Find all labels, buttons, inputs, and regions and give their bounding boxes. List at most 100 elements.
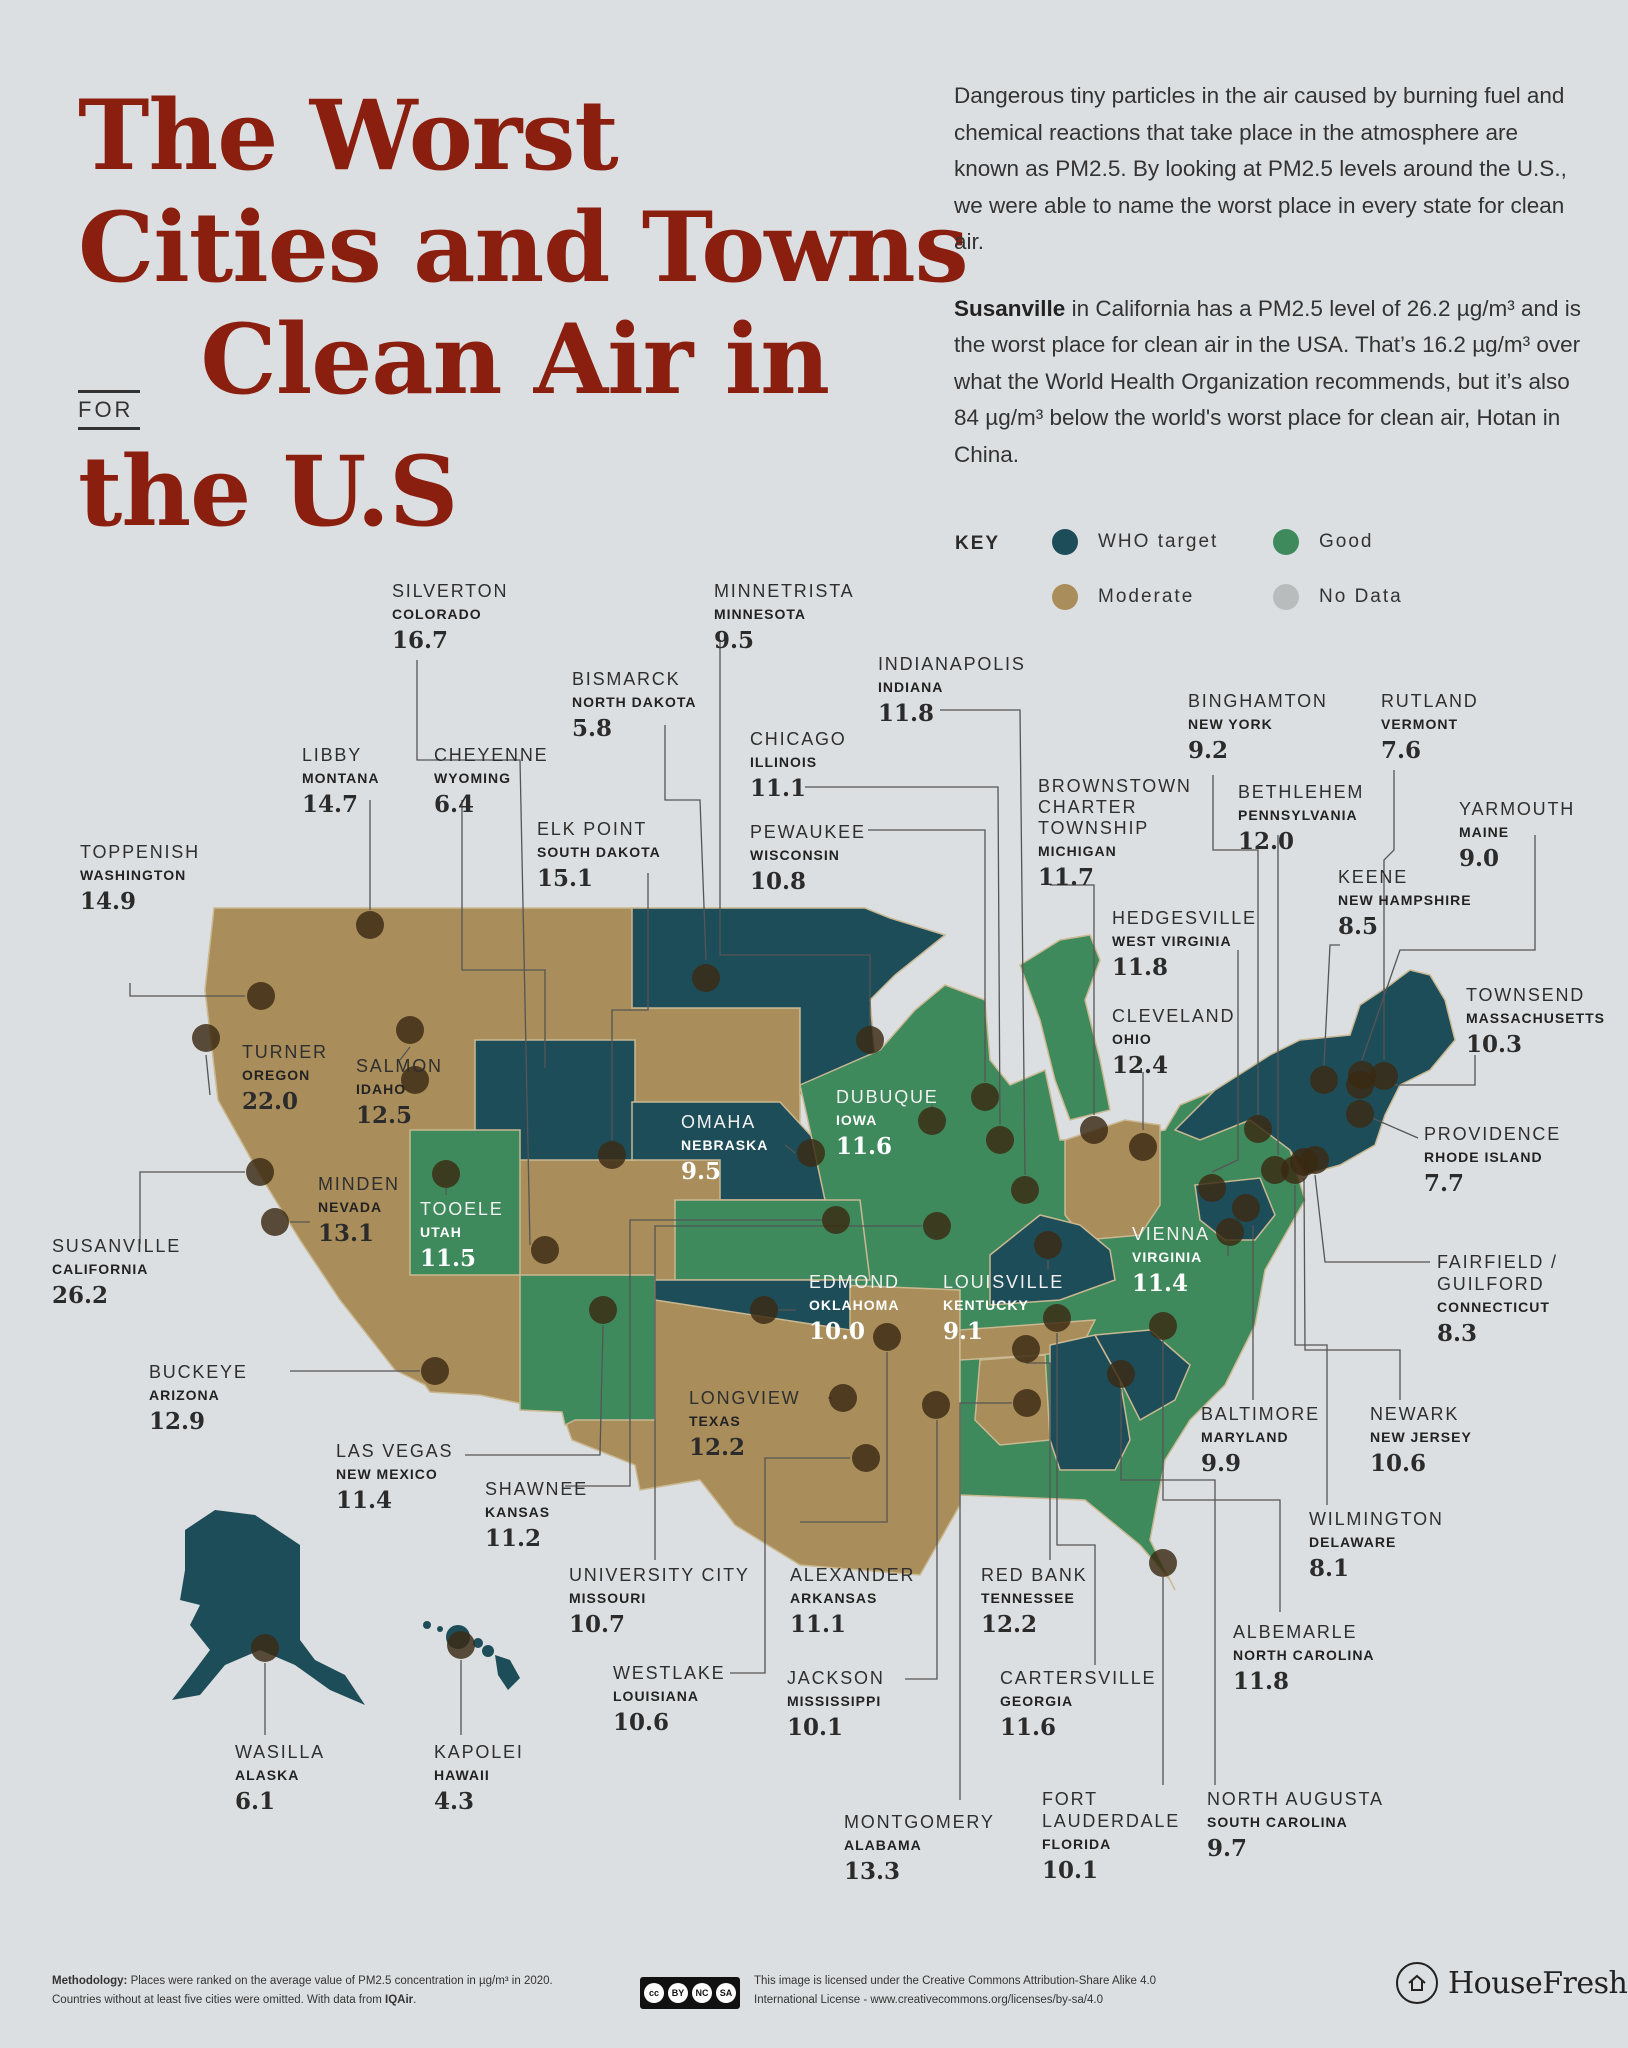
city-dot-cleveland[interactable] bbox=[1129, 1133, 1157, 1161]
city-dot-brownstown-charter-township[interactable] bbox=[1080, 1116, 1108, 1144]
city-dot-minden[interactable] bbox=[261, 1208, 289, 1236]
label-toppenish: TOPPENISH WASHINGTON 14.9 bbox=[80, 842, 200, 915]
label-keene: KEENE NEW HAMPSHIRE 8.5 bbox=[1338, 867, 1472, 940]
leader-lines bbox=[129, 640, 1536, 1800]
city-dot-turner[interactable] bbox=[192, 1024, 220, 1052]
label-wasilla: WASILLA ALASKA 6.1 bbox=[235, 1742, 325, 1815]
city-dot-westlake[interactable] bbox=[852, 1444, 880, 1472]
city-dot-bethlehem[interactable] bbox=[1261, 1156, 1289, 1184]
city-dot-montgomery[interactable] bbox=[1013, 1389, 1041, 1417]
moderate-swatch bbox=[1052, 584, 1078, 610]
label-wilmington: WILMINGTON DELAWARE 8.1 bbox=[1309, 1509, 1444, 1582]
title-line-2: Cities and Towns bbox=[78, 191, 969, 304]
city-dot-shawnee[interactable] bbox=[822, 1206, 850, 1234]
city-dot-university-city[interactable] bbox=[923, 1212, 951, 1240]
label-cheyenne: CHEYENNE WYOMING 6.4 bbox=[434, 745, 549, 818]
city-dot-bismarck[interactable] bbox=[692, 964, 720, 992]
leader-line-13 bbox=[1383, 770, 1395, 1060]
license-note: This image is licensed under the Creativ… bbox=[754, 1975, 1157, 2006]
label-rutland: RUTLAND VERMONT 7.6 bbox=[1381, 691, 1479, 764]
city-dot-buckeye[interactable] bbox=[421, 1357, 449, 1385]
intro-paragraph-2: Susanville in California has a PM2.5 lev… bbox=[954, 295, 1582, 467]
label-omaha: OMAHA NEBRASKA 9.5 bbox=[681, 1112, 769, 1185]
city-dot-minnetrista[interactable] bbox=[856, 1026, 884, 1054]
leader-line-1 bbox=[129, 983, 245, 997]
leader-line-40 bbox=[800, 1352, 888, 1523]
city-dot-libby[interactable] bbox=[356, 911, 384, 939]
label-red-bank: RED BANK TENNESSEE 12.2 bbox=[981, 1565, 1088, 1638]
housefresh-logo[interactable]: HouseFresh bbox=[1396, 1962, 1628, 2004]
leader-line-7 bbox=[719, 640, 871, 1025]
leader-line-23 bbox=[784, 1144, 796, 1154]
city-dot-dubuque[interactable] bbox=[918, 1107, 946, 1135]
leader-line-5 bbox=[611, 873, 649, 1140]
label-providence: PROVIDENCE RHODE ISLAND 7.7 bbox=[1424, 1124, 1562, 1197]
city-dot-silverton[interactable] bbox=[531, 1236, 559, 1264]
city-dot-albemarle[interactable] bbox=[1149, 1312, 1177, 1340]
label-edmond: EDMOND OKLAHOMA 10.0 bbox=[809, 1272, 900, 1345]
label-townsend: TOWNSEND MASSACHUSETTS 10.3 bbox=[1466, 985, 1606, 1058]
label-salmon: SALMON IDAHO 12.5 bbox=[356, 1056, 443, 1129]
cc-sa-icon: SA bbox=[716, 1983, 736, 2003]
city-dot-edmond[interactable] bbox=[750, 1296, 778, 1324]
label-louisville: LOUISVILLE KENTUCKY 9.1 bbox=[943, 1272, 1065, 1345]
cc-license-badge[interactable]: cc BY NC SA bbox=[640, 1977, 740, 2009]
label-hedgesville: HEDGESVILLE WEST VIRGINIA 11.8 bbox=[1112, 908, 1257, 981]
city-dot-toppenish[interactable] bbox=[247, 982, 275, 1010]
city-dot-rutland[interactable] bbox=[1370, 1062, 1398, 1090]
leader-line-42 bbox=[1162, 1340, 1281, 1612]
city-dot-hedgesville[interactable] bbox=[1198, 1174, 1226, 1202]
cc-by-icon: BY bbox=[668, 1983, 688, 2003]
city-dot-las-vegas[interactable] bbox=[589, 1296, 617, 1324]
city-dot-elk-point[interactable] bbox=[598, 1141, 626, 1169]
city-dot-omaha[interactable] bbox=[797, 1139, 825, 1167]
city-dot-baltimore[interactable] bbox=[1232, 1194, 1260, 1222]
leader-line-3 bbox=[416, 660, 531, 1246]
city-dot-jackson[interactable] bbox=[922, 1391, 950, 1419]
city-dot-red-bank[interactable] bbox=[1012, 1335, 1040, 1363]
city-dot-wilmington[interactable] bbox=[1281, 1156, 1309, 1184]
city-dot-binghamton[interactable] bbox=[1244, 1115, 1272, 1143]
label-yarmouth: YARMOUTH MAINE 9.0 bbox=[1459, 799, 1576, 872]
label-jackson: JACKSON MISSISSIPPI 10.1 bbox=[787, 1668, 885, 1741]
city-dot-townsend[interactable] bbox=[1346, 1071, 1374, 1099]
label-newark: NEWARK NEW JERSEY 10.6 bbox=[1370, 1404, 1472, 1477]
label-cartersville: CARTERSVILLE GEORGIA 11.6 bbox=[1000, 1668, 1157, 1741]
leader-line-9 bbox=[805, 786, 1001, 1126]
city-dot-tooele[interactable] bbox=[432, 1160, 460, 1188]
label-pewaukee: PEWAUKEE WISCONSIN 10.8 bbox=[750, 822, 866, 895]
label-turner: TURNER OREGON 22.0 bbox=[242, 1042, 328, 1115]
leader-line-15 bbox=[1361, 835, 1536, 1061]
label-tooele: TOOELE UTAH 11.5 bbox=[420, 1199, 504, 1272]
city-dot-longview[interactable] bbox=[829, 1384, 857, 1412]
label-fort-lauderdale: FORT LAUDERDALE FLORIDA 10.1 bbox=[1042, 1789, 1181, 1884]
label-minden: MINDEN NEVADA 13.1 bbox=[318, 1174, 400, 1247]
leader-line-21 bbox=[205, 1054, 211, 1096]
leader-line-44 bbox=[905, 1420, 938, 1680]
leader-line-29 bbox=[1314, 1174, 1430, 1263]
intro-text: Dangerous tiny particles in the air caus… bbox=[954, 78, 1584, 503]
intro-paragraph-1: Dangerous tiny particles in the air caus… bbox=[954, 83, 1567, 254]
leader-line-17 bbox=[1211, 950, 1239, 1173]
city-dot-salmon[interactable] bbox=[396, 1016, 424, 1044]
city-dot-providence[interactable] bbox=[1346, 1100, 1374, 1128]
leader-line-34 bbox=[465, 1324, 604, 1456]
city-dot-chicago[interactable] bbox=[986, 1126, 1014, 1154]
city-dot-north-augusta[interactable] bbox=[1107, 1360, 1135, 1388]
label-vienna: VIENNA VIRGINIA 11.4 bbox=[1132, 1224, 1210, 1297]
city-dot-alexander[interactable] bbox=[873, 1323, 901, 1351]
city-dot-cheyenne[interactable] bbox=[401, 1066, 429, 1094]
city-dot-cartersville[interactable] bbox=[1043, 1304, 1071, 1332]
city-dot-wasilla[interactable] bbox=[251, 1634, 279, 1662]
city-dot-kapolei[interactable] bbox=[447, 1631, 475, 1659]
city-dot-indianapolis[interactable] bbox=[1011, 1176, 1039, 1204]
city-dot-susanville[interactable] bbox=[246, 1158, 274, 1186]
leader-line-37 bbox=[1303, 1177, 1401, 1400]
city-dot-fort-lauderdale[interactable] bbox=[1149, 1549, 1177, 1577]
city-dot-louisville[interactable] bbox=[1034, 1231, 1062, 1259]
house-icon bbox=[1396, 1962, 1438, 2004]
city-dot-keene[interactable] bbox=[1310, 1066, 1338, 1094]
city-dot-vienna[interactable] bbox=[1216, 1218, 1244, 1246]
city-dot-pewaukee[interactable] bbox=[971, 1083, 999, 1111]
